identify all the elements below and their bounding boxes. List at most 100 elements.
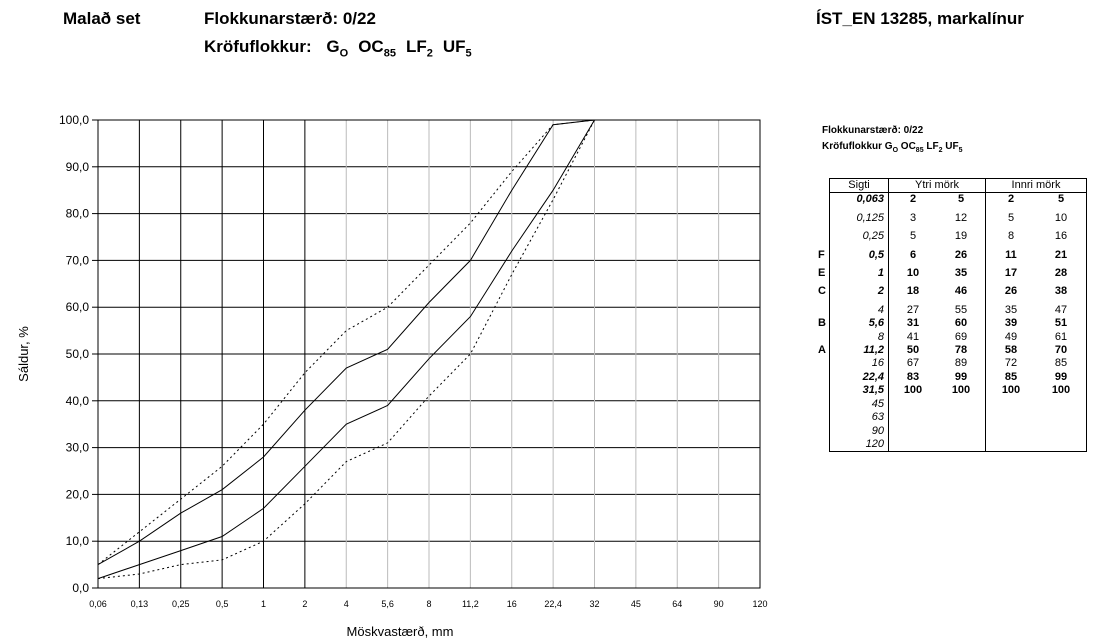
- sieve-cell: 22,4: [829, 370, 889, 385]
- sieve-cell: 8: [829, 330, 889, 345]
- inner-low-cell: 49: [1004, 330, 1018, 343]
- inner-low-cell: [986, 425, 1037, 438]
- outer-high-cell: [937, 397, 986, 412]
- spacer-cell: [937, 206, 986, 212]
- sieve-cell: 31,5: [829, 384, 889, 398]
- table-row: 0,5 6 26 11 21: [829, 248, 1087, 263]
- grading-chart: 0,0 10,0 20,0 30,0 40,0 50,0 60,0 70,0 80,0 90,0 1…: [16, 113, 768, 639]
- table-row: 63: [829, 411, 1087, 425]
- outer-low-cell: 10: [906, 267, 920, 280]
- plot-frame: [97, 119, 761, 589]
- side-size-label: Flokkunarstærð: 0/22: [822, 125, 924, 136]
- category-code-sub: 85: [383, 47, 396, 60]
- outer-high-cell: 19: [937, 230, 986, 244]
- inner-low-cell: [986, 411, 1037, 424]
- side-category-label: Kröfuflokkur GO OC85 LF2 UF5: [822, 141, 963, 154]
- inner-limit-line: [97, 119, 595, 580]
- outer-high-cell: 60: [937, 317, 986, 331]
- outer-low-cell: 2: [909, 193, 917, 206]
- y-tick-label: 90,0: [66, 160, 90, 174]
- x-tick-label: 0,5: [216, 599, 229, 609]
- outer-low-cell: 5: [909, 230, 917, 243]
- inner-low-cell: [985, 437, 1036, 453]
- category-code-base: UF: [942, 141, 959, 152]
- sieve-cell: 0,063: [829, 192, 889, 207]
- page-title: Malað set: [63, 9, 141, 28]
- inner-high-cell: 85: [1036, 357, 1087, 371]
- table-row: 4 27 55 35 47: [829, 303, 1087, 318]
- inner-high-cell: [1036, 411, 1087, 425]
- y-tick-label: 60,0: [66, 300, 90, 314]
- inner-low-cell: 72: [1004, 357, 1018, 370]
- spacer-cell: [937, 262, 986, 268]
- category-label: Kröfuflokkur: GO OC85 LF2 UF5: [204, 37, 472, 59]
- category-code-base: OC: [358, 37, 384, 56]
- outer-low-cell: 50: [906, 344, 920, 357]
- y-tick-label: 0,0: [72, 581, 89, 595]
- table-row: 90: [829, 424, 1087, 438]
- table-row: 0,25 5 19 8 16: [829, 230, 1087, 244]
- spacer-cell: [1036, 262, 1087, 268]
- outer-high-cell: 100: [937, 384, 986, 398]
- table-row: 8 41 69 49 61: [829, 330, 1087, 345]
- spacer-cell: [937, 280, 986, 286]
- inner-high-cell: [1036, 397, 1087, 412]
- x-tick-label: 2: [302, 599, 307, 609]
- category-code-sub: O: [339, 47, 349, 60]
- y-tick-label: 40,0: [66, 394, 90, 408]
- y-tick-label: 50,0: [66, 347, 90, 361]
- outer-high-cell: 99: [937, 370, 986, 385]
- y-tick-label: 10,0: [66, 534, 90, 548]
- category-code-base: G: [326, 37, 340, 56]
- standard-label: ÍST_EN 13285, markalínur: [816, 9, 1024, 28]
- category-code: O: [893, 141, 898, 154]
- category-code: GO: [326, 37, 349, 60]
- sieve-cell: 5,6: [829, 317, 889, 331]
- y-tick-label: 100,0: [59, 113, 89, 127]
- category-codes: GO OC85 LF2 UF5: [316, 37, 471, 60]
- x-tick-label: 11,2: [462, 599, 479, 609]
- category-code-sub: 2: [426, 47, 433, 60]
- inner-limit-line: [97, 119, 595, 566]
- category-code: UF5: [942, 141, 962, 154]
- spacer-cell: [829, 225, 889, 231]
- table-row: 120: [829, 437, 1087, 453]
- inner-high-cell: 70: [1036, 344, 1087, 358]
- outer-high-cell: [937, 437, 986, 453]
- sieve-cell: 120: [829, 437, 889, 453]
- col-inner-limits: Innri mörk: [985, 177, 1087, 194]
- spacer-cell: [829, 280, 889, 286]
- outer-limit-line: [97, 119, 595, 565]
- category-code-base: OC: [898, 141, 916, 152]
- inner-high-cell: 47: [1036, 303, 1087, 318]
- inner-low-cell: 17: [1004, 267, 1018, 280]
- x-tick-label: 90: [714, 599, 724, 609]
- outer-high-cell: 12: [937, 211, 986, 226]
- category-code: OC85: [358, 37, 396, 60]
- col-sieve: Sigti: [829, 177, 889, 194]
- inner-high-cell: 28: [1036, 267, 1087, 281]
- spacer-cell: [1036, 243, 1087, 249]
- x-tick-label: 0,13: [131, 599, 149, 609]
- outer-low-cell: 31: [906, 317, 920, 330]
- table-row: 0,125 3 12 5 10: [829, 211, 1087, 226]
- table-spacer-row: [829, 225, 1087, 231]
- spacer-cell: [1036, 298, 1087, 304]
- inner-low-cell: 35: [1004, 303, 1018, 316]
- outer-low-cell: 18: [906, 285, 920, 298]
- inner-high-cell: [1036, 424, 1087, 438]
- outer-high-cell: 46: [937, 285, 986, 299]
- size-class-label: Flokkunarstærð: 0/22: [204, 9, 376, 28]
- spacer-cell: [829, 262, 889, 268]
- inner-high-cell: [1036, 437, 1087, 453]
- sieve-cell: 1: [829, 267, 889, 281]
- inner-low-cell: 8: [1007, 230, 1015, 243]
- outer-low-cell: [889, 398, 938, 411]
- x-tick-label: 0,25: [172, 599, 190, 609]
- outer-high-cell: 26: [937, 248, 986, 263]
- table-row: 11,2 50 78 58 70: [829, 344, 1087, 358]
- x-tick-label: 4: [344, 599, 349, 609]
- sieve-cell: 0,25: [829, 230, 889, 244]
- table-row: 2 18 46 26 38: [829, 285, 1087, 299]
- outer-high-cell: 89: [937, 357, 986, 371]
